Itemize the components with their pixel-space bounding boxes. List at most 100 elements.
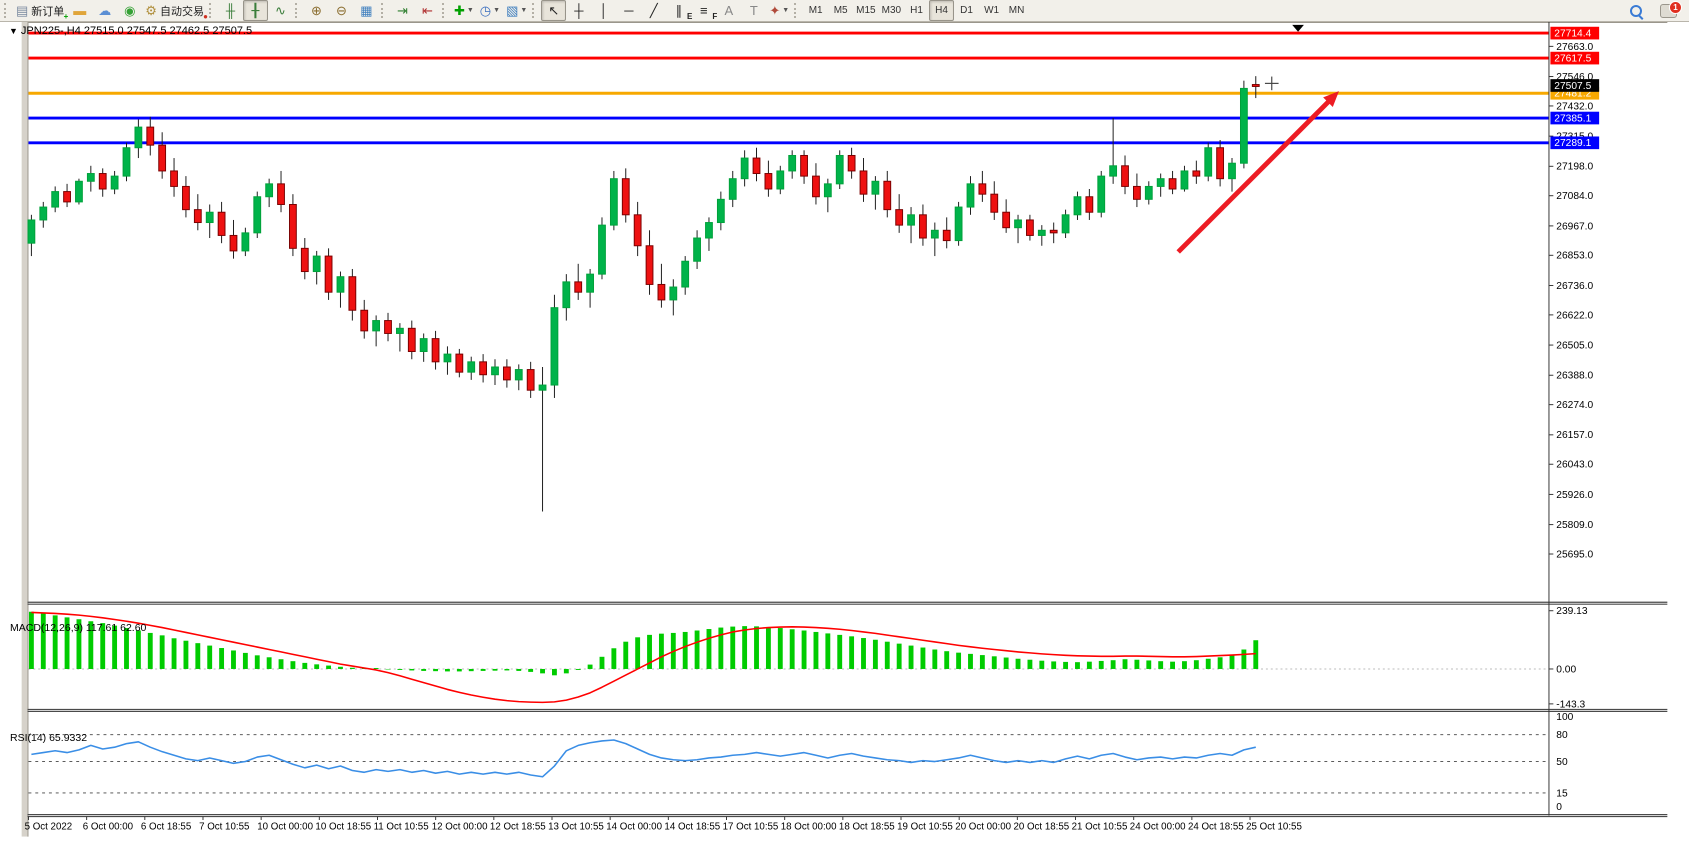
- trend-arrow-head[interactable]: [1323, 91, 1339, 108]
- autotrading-button[interactable]: ⚙ ● 自动交易: [142, 0, 208, 21]
- chevron-down-icon[interactable]: ▼: [520, 7, 528, 14]
- fibonacci-button[interactable]: ≡ F: [691, 0, 718, 21]
- eraser-button[interactable]: ▬: [67, 0, 92, 21]
- price-tick-label: 26853.0: [1556, 251, 1593, 262]
- horizontal-line-icon: ─: [624, 3, 634, 18]
- current-price-badge: [1550, 79, 1600, 92]
- timeframe-h1-button[interactable]: H1: [904, 0, 929, 21]
- timeframe-m1-button[interactable]: M1: [803, 0, 828, 21]
- chart-area[interactable]: 27663.027546.027432.027315.027198.027084…: [0, 22, 1689, 858]
- timeframe-mn-icon: MN: [1008, 4, 1025, 16]
- bars-chart-button[interactable]: ╫: [218, 0, 243, 21]
- periods-button[interactable]: ◷ ▼: [477, 0, 503, 21]
- templates-button[interactable]: ▧ ▼: [503, 0, 530, 21]
- candle-up: [253, 196, 262, 234]
- candle-down: [455, 353, 464, 373]
- candle-down: [1251, 84, 1260, 87]
- line-chart-button[interactable]: ∿: [268, 0, 293, 21]
- text-label-button[interactable]: T: [741, 0, 766, 21]
- candle-up: [1097, 175, 1106, 213]
- candle-down: [645, 245, 654, 285]
- candle-up: [1180, 170, 1189, 190]
- candle-down: [1121, 165, 1129, 187]
- candle-up: [835, 154, 844, 185]
- candle-up: [1073, 196, 1082, 216]
- candlestick-chart-button[interactable]: ╂: [242, 0, 268, 21]
- candle-down: [277, 183, 285, 205]
- horizontal-line-button[interactable]: ─: [616, 0, 641, 21]
- candle-up: [312, 255, 321, 273]
- macd-pane: [28, 611, 1549, 704]
- candle-up: [966, 183, 975, 208]
- timeframe-m5-button[interactable]: M5: [828, 0, 853, 21]
- fibonacci-badge-icon: F: [712, 12, 718, 21]
- trend-arrow-shaft[interactable]: [1176, 96, 1334, 254]
- candle-up: [1014, 219, 1022, 229]
- candle-up: [776, 170, 785, 190]
- chart-shift-button[interactable]: ⇤: [415, 0, 440, 21]
- candle-up: [681, 260, 690, 288]
- signals-button[interactable]: ◉: [117, 0, 142, 21]
- indicators-button[interactable]: ✚ ▼: [451, 0, 477, 21]
- price-tick-label: 26967.0: [1556, 221, 1593, 232]
- auto-scroll-button[interactable]: ⇥: [390, 0, 415, 21]
- trendline-button[interactable]: ╱: [641, 0, 666, 21]
- arrows-icon: ✦: [769, 3, 781, 18]
- chevron-down-icon[interactable]: ▼: [466, 7, 474, 14]
- timeframe-d1-button[interactable]: D1: [954, 0, 979, 21]
- candle-down: [764, 173, 773, 190]
- candle-up: [954, 206, 963, 242]
- timeframe-mn-button[interactable]: MN: [1004, 0, 1029, 21]
- horizontal-lines-layer[interactable]: [28, 31, 1549, 145]
- indicators-icon: ✚: [453, 3, 465, 18]
- timeframe-m15-button[interactable]: M15: [853, 0, 878, 21]
- text-button[interactable]: A: [716, 0, 741, 21]
- zoom-in-button[interactable]: ⊕: [304, 0, 329, 21]
- time-axis[interactable]: 5 Oct 2022 6 Oct 00:00 6 Oct 18:55 7 Oct 10…: [25, 816, 1302, 833]
- search-button[interactable]: [1623, 0, 1648, 21]
- chart-expand-icon[interactable]: ▼: [9, 26, 18, 36]
- chevron-down-icon[interactable]: ▼: [782, 7, 790, 14]
- macd-tick-label: 0.00: [1556, 664, 1576, 675]
- candle-down: [1026, 219, 1034, 236]
- arrows-button[interactable]: ✦ ▼: [766, 0, 792, 21]
- hline-price-badge-text: 27289.1: [1554, 138, 1591, 149]
- timeframe-w1-button[interactable]: W1: [979, 0, 1004, 21]
- cursor-button[interactable]: ↖: [541, 0, 567, 21]
- toolbar-grip: [441, 3, 447, 18]
- toolbar-grip: [794, 3, 799, 18]
- tile-windows-icon: ▦: [360, 3, 373, 18]
- price-axis[interactable]: 27663.027546.027432.027315.027198.027084…: [1548, 26, 1600, 813]
- candle-up: [372, 320, 381, 332]
- autotrading-badge-icon: ●: [203, 12, 208, 21]
- candle-up: [443, 353, 452, 363]
- vertical-line-icon: │: [599, 3, 608, 18]
- timeframe-h4-button[interactable]: H4: [929, 0, 955, 21]
- equidistant-channel-button[interactable]: ∥ E: [666, 0, 693, 21]
- zoom-out-button[interactable]: ⊖: [329, 0, 354, 21]
- community-button[interactable]: ☁: [92, 0, 117, 21]
- chart-title-text: JPN225-,H4 27515.0 27547.5 27462.5 27507…: [20, 25, 253, 37]
- notifications-button[interactable]: 1: [1656, 0, 1682, 21]
- object-anchor-icon[interactable]: [1292, 24, 1304, 32]
- timeframe-m30-button[interactable]: M30: [879, 0, 904, 21]
- window-left-edge: [21, 22, 28, 837]
- crosshair-button[interactable]: ┼: [566, 0, 591, 21]
- candle-up: [538, 384, 547, 391]
- fibonacci-icon: ≡: [700, 3, 708, 18]
- signals-icon: ◉: [124, 3, 136, 18]
- candle-up: [134, 126, 143, 149]
- candle-down: [895, 209, 904, 226]
- tile-windows-button[interactable]: ▦: [354, 0, 379, 21]
- candle-up: [907, 214, 915, 226]
- candle-down: [1168, 178, 1177, 190]
- timeframe-m15-icon: M15: [856, 4, 876, 16]
- new-order-button[interactable]: ▤ + 新订单: [13, 0, 68, 21]
- candle-up: [1228, 162, 1236, 180]
- new-order-label: 新订单: [31, 5, 65, 18]
- candle-down: [193, 209, 202, 224]
- annotations-layer[interactable]: [1176, 24, 1339, 254]
- vertical-line-button[interactable]: │: [591, 0, 616, 21]
- time-tick-label: 5 Oct 2022: [25, 822, 73, 833]
- chevron-down-icon[interactable]: ▼: [493, 7, 501, 14]
